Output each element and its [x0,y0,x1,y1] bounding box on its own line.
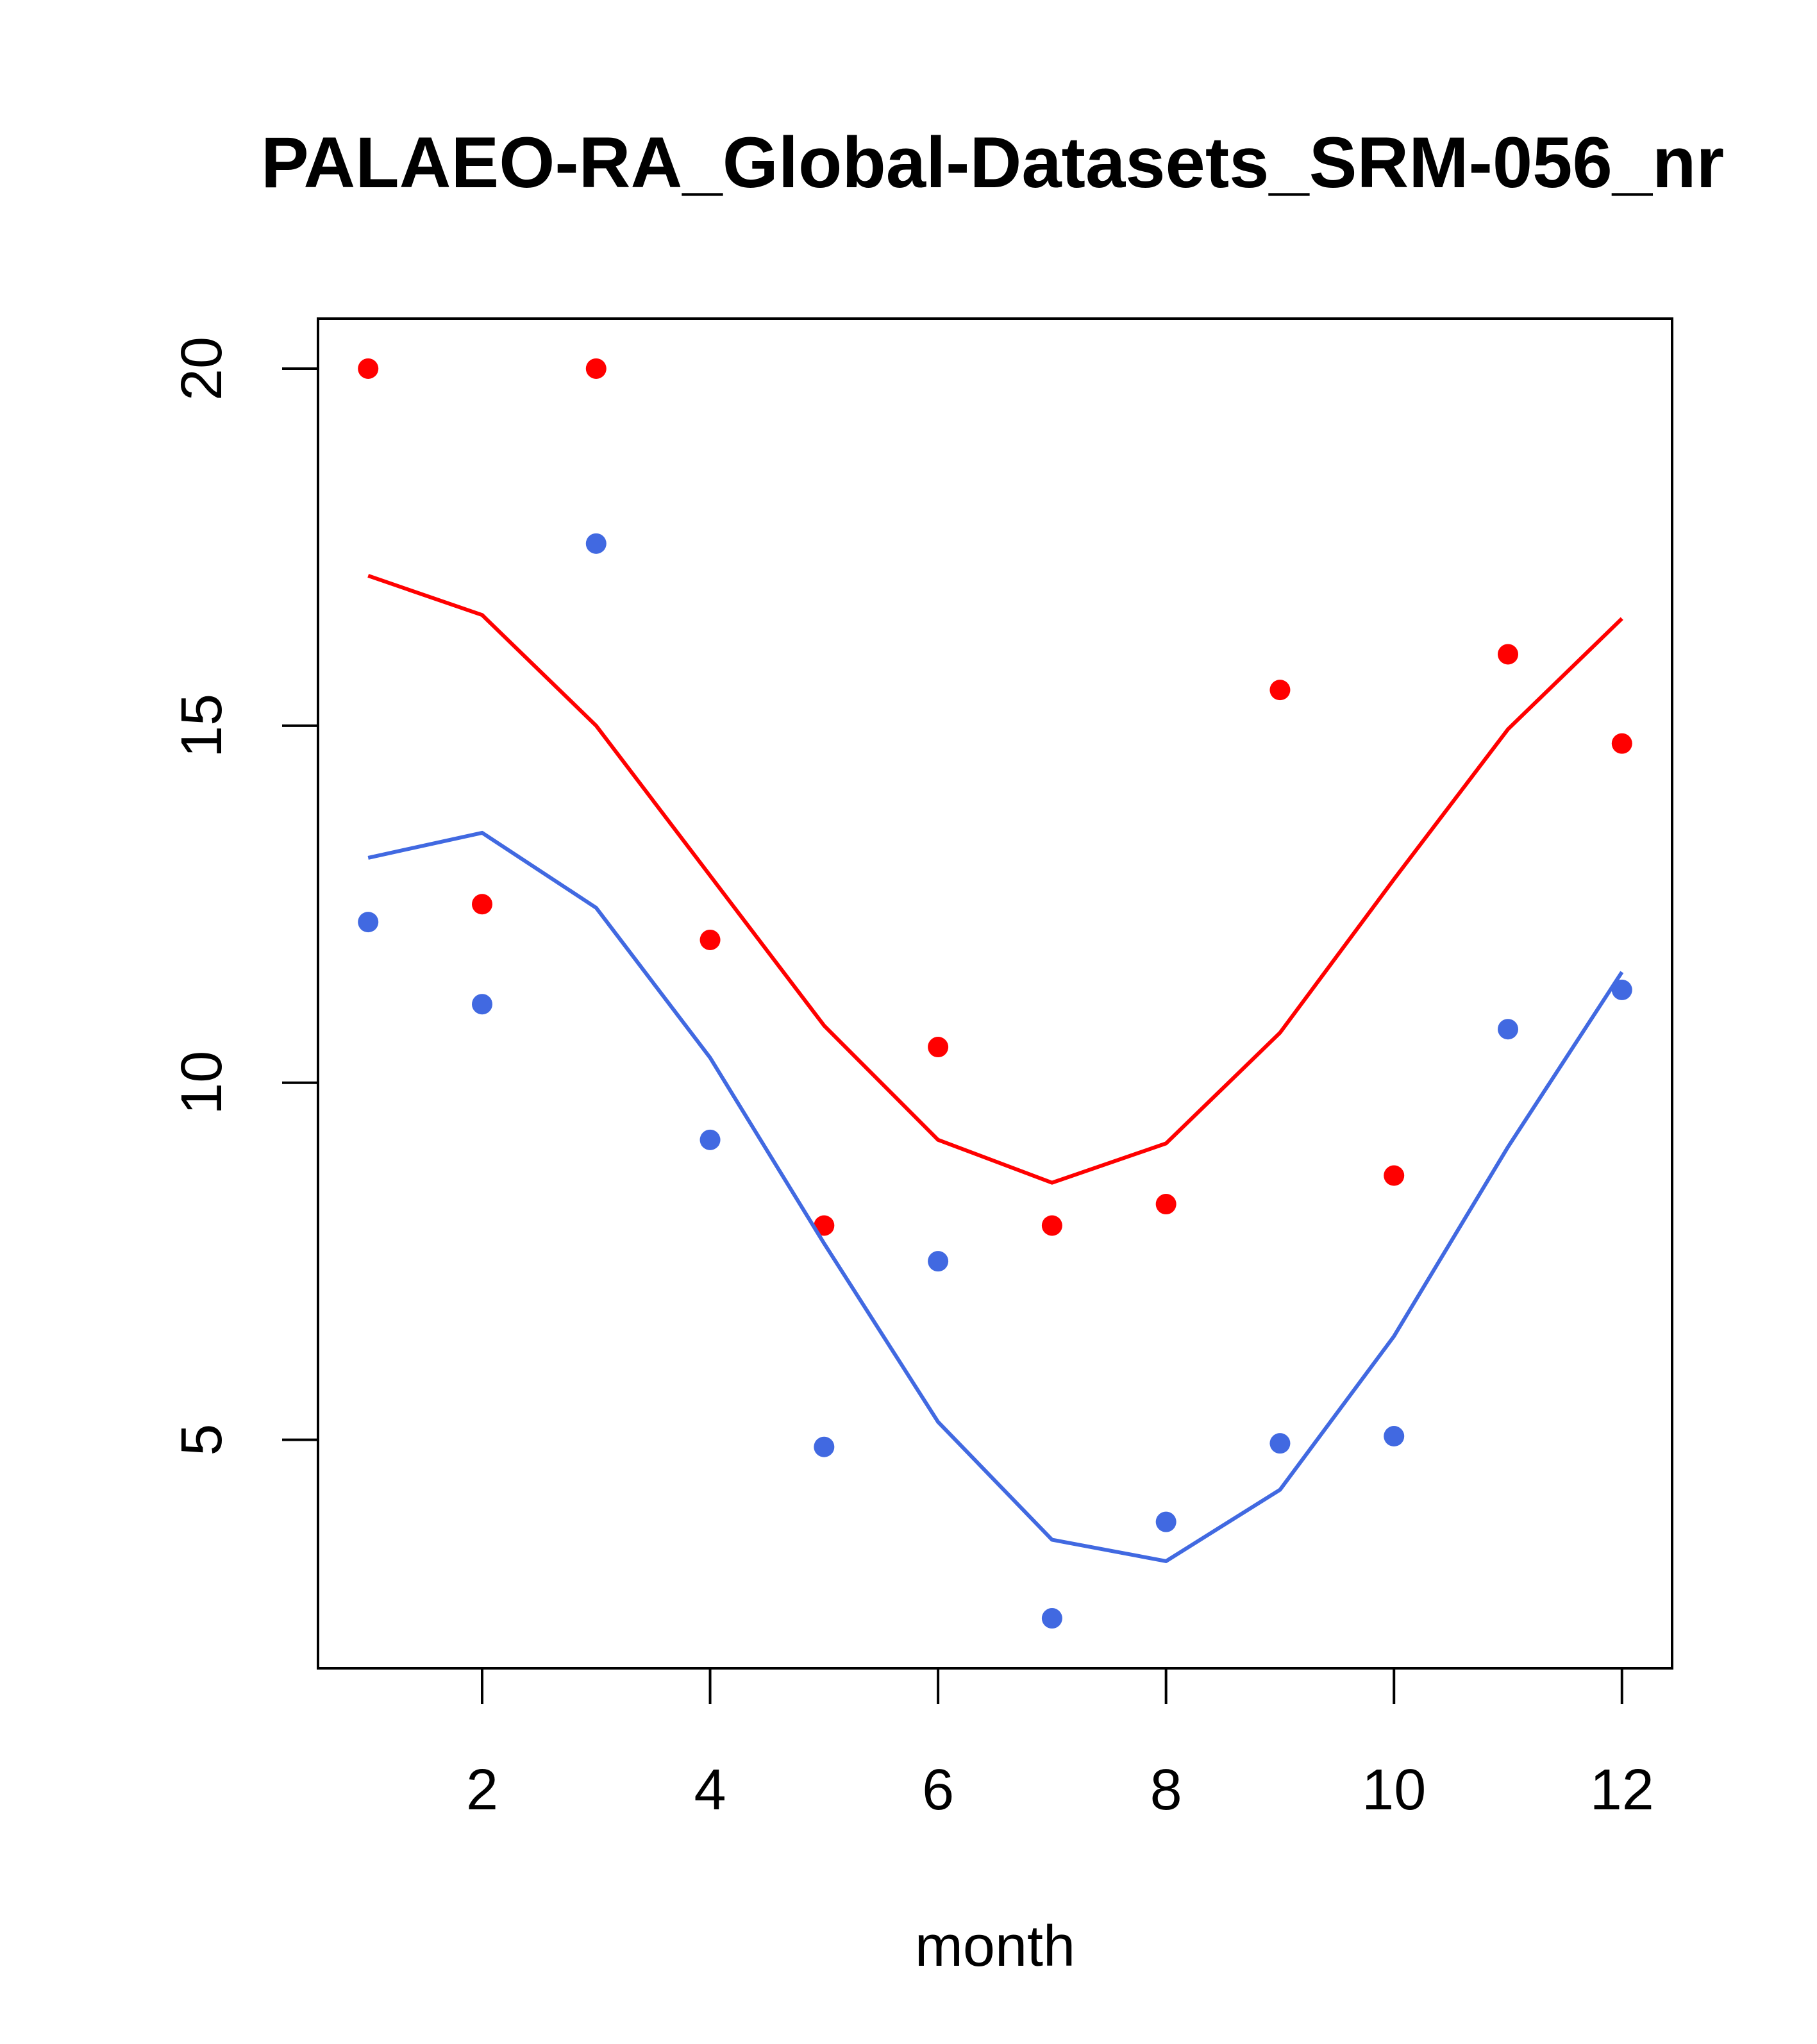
chart-title: PALAEO-RA_Global-Datasets_SRM-056_nr [261,122,1724,203]
x-tick-label-8: 8 [1150,1758,1182,1822]
blue-points-2 [472,994,492,1015]
red-points-12 [1611,733,1632,754]
blue-line [367,830,1624,1563]
series-layer [358,358,1632,1629]
red-points-7 [1041,1215,1062,1236]
blue-points-3 [585,533,607,554]
blue-points-8 [1155,1511,1176,1532]
x-tick-label-4: 4 [694,1758,726,1822]
red-points-2 [472,894,492,915]
x-tick-label-12: 12 [1590,1758,1654,1822]
blue-points-9 [1269,1433,1291,1454]
blue-points-7 [1041,1608,1062,1629]
x-tick-label-2: 2 [466,1758,498,1822]
y-tick-label-15: 15 [170,694,234,758]
x-axis-label: month [915,1914,1075,1979]
red-points-4 [699,929,721,950]
red-points-5 [814,1215,835,1236]
red-points-8 [1155,1194,1176,1215]
red-points-11 [1498,644,1518,665]
red-points-3 [585,358,607,379]
blue-points-5 [814,1436,835,1457]
blue-points-11 [1498,1019,1518,1040]
y-tick-label-10: 10 [170,1051,234,1115]
red-points-9 [1269,680,1291,701]
x-tick-label-10: 10 [1362,1758,1426,1822]
x-axis: 2 4 6 8 10 12 [466,1667,1654,1822]
y-tick-label-5: 5 [170,1424,234,1456]
x-tick-label-6: 6 [922,1758,954,1822]
red-points-6 [928,1037,949,1058]
blue-points-1 [358,912,379,933]
blue-points-10 [1384,1426,1405,1447]
y-tick-label-20: 20 [170,337,234,401]
red-line [367,574,1623,1185]
blue-points-6 [928,1251,949,1272]
red-points-1 [358,358,379,379]
blue-points-12 [1611,979,1632,1000]
plot-frame [317,317,1673,1670]
blue-points-4 [699,1129,721,1150]
red-points-10 [1384,1165,1405,1186]
y-axis: 5 10 15 20 [170,337,319,1456]
